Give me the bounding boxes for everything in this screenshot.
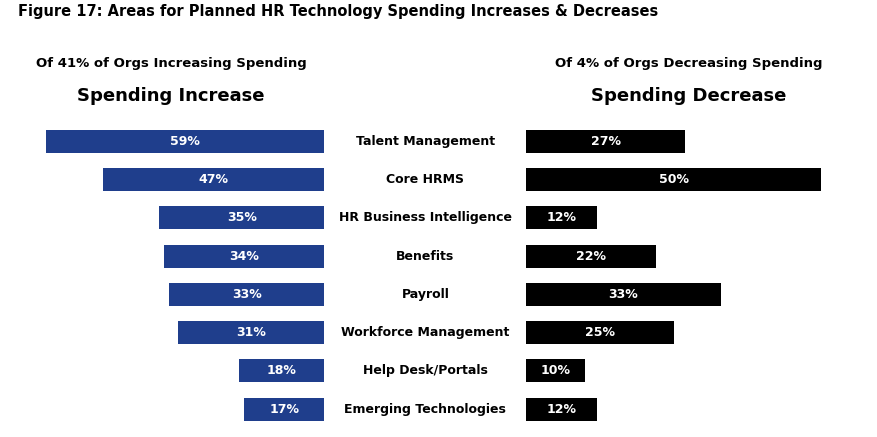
Bar [168, 283, 324, 306]
Text: 33%: 33% [609, 288, 638, 301]
Text: 17%: 17% [269, 402, 299, 416]
Bar [526, 168, 821, 191]
Text: 12%: 12% [546, 402, 576, 416]
Bar [178, 321, 324, 344]
Text: Of 41% of Orgs Increasing Spending: Of 41% of Orgs Increasing Spending [36, 57, 306, 70]
Text: 33%: 33% [232, 288, 261, 301]
Bar [244, 398, 324, 420]
Bar [526, 359, 585, 382]
Text: Help Desk/Portals: Help Desk/Portals [363, 364, 488, 378]
Text: Payroll: Payroll [402, 288, 449, 301]
Text: 31%: 31% [237, 326, 267, 339]
Bar [526, 130, 686, 153]
Text: Spending Increase: Spending Increase [77, 87, 265, 105]
Bar [526, 283, 721, 306]
Text: 35%: 35% [227, 212, 257, 225]
Text: Talent Management: Talent Management [356, 135, 495, 148]
Text: 18%: 18% [267, 364, 297, 378]
Bar [164, 245, 324, 267]
Text: 50%: 50% [659, 173, 688, 186]
Bar [103, 168, 324, 191]
Text: 27%: 27% [591, 135, 621, 148]
Bar [526, 321, 674, 344]
Bar [526, 207, 597, 229]
Text: 25%: 25% [585, 326, 615, 339]
Bar [46, 130, 324, 153]
Text: Spending Decrease: Spending Decrease [591, 87, 786, 105]
Text: Workforce Management: Workforce Management [341, 326, 510, 339]
Text: Core HRMS: Core HRMS [387, 173, 464, 186]
Bar [239, 359, 324, 382]
Text: 34%: 34% [229, 250, 259, 263]
Text: 12%: 12% [546, 212, 576, 225]
Text: 22%: 22% [576, 250, 606, 263]
Text: 10%: 10% [541, 364, 571, 378]
Bar [526, 398, 597, 420]
Text: Of 4% of Orgs Decreasing Spending: Of 4% of Orgs Decreasing Spending [554, 57, 823, 70]
Text: 59%: 59% [170, 135, 200, 148]
Text: Benefits: Benefits [396, 250, 454, 263]
Bar [160, 207, 324, 229]
Text: 47%: 47% [198, 173, 229, 186]
Text: HR Business Intelligence: HR Business Intelligence [339, 212, 512, 225]
Text: Figure 17: Areas for Planned HR Technology Spending Increases & Decreases: Figure 17: Areas for Planned HR Technolo… [18, 4, 658, 19]
Bar [526, 245, 656, 267]
Text: Emerging Technologies: Emerging Technologies [345, 402, 506, 416]
